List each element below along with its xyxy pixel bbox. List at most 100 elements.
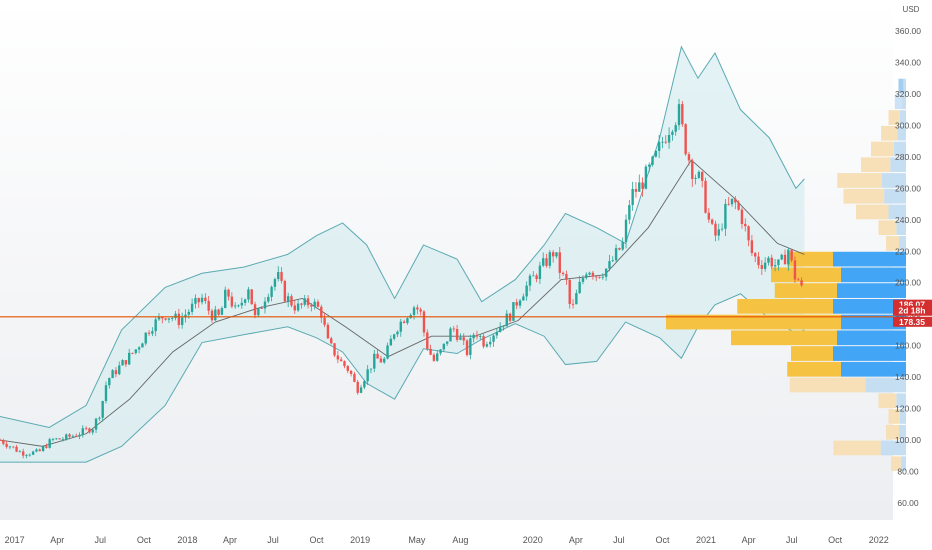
- candle-body: [575, 293, 578, 305]
- candle-body: [28, 454, 32, 456]
- candle-body: [760, 265, 764, 269]
- volume-profile-bar: [787, 361, 841, 377]
- volume-profile-bar-blue: [893, 141, 906, 157]
- volume-profile-bar: [888, 110, 900, 125]
- candle-body: [525, 285, 528, 297]
- candle-body: [320, 306, 323, 318]
- candle-body: [780, 254, 783, 260]
- time-axis-tick: Apr: [223, 535, 237, 545]
- candle-body: [495, 332, 499, 336]
- candle-body: [754, 253, 757, 257]
- volume-profile-bar: [886, 424, 899, 440]
- candle-body: [598, 276, 601, 278]
- candle-body: [293, 305, 296, 311]
- candle-body: [306, 298, 310, 306]
- candle-body: [787, 249, 790, 265]
- candle-body: [419, 309, 422, 312]
- candle-body: [522, 296, 525, 301]
- candle-body: [91, 429, 94, 433]
- candle-body: [0, 440, 2, 441]
- candle-body: [542, 258, 545, 266]
- candle-body: [336, 355, 340, 360]
- time-axis-tick: Aug: [452, 535, 468, 545]
- price-tag-box: [893, 305, 932, 316]
- volume-profile-bar: [861, 157, 891, 173]
- candle-body: [439, 349, 442, 354]
- candle-body: [353, 373, 356, 382]
- candle-body: [250, 289, 253, 305]
- candle-body: [770, 257, 773, 267]
- candle-body: [677, 104, 681, 126]
- bollinger-upper-line: [0, 45, 805, 429]
- candle-body: [18, 451, 22, 453]
- candle-body: [200, 297, 204, 303]
- candle-body: [714, 223, 717, 236]
- candle-body: [204, 297, 207, 301]
- candle-body: [316, 301, 320, 307]
- price-axis-tick: 320.00: [895, 89, 921, 99]
- volume-profile-bar: [856, 204, 889, 220]
- volume-profile-bar: [894, 94, 903, 110]
- candle-body: [469, 338, 472, 355]
- candle-body: [694, 177, 697, 179]
- volume-profile-bar-blue: [896, 220, 906, 236]
- price-axis-tick: 280.00: [895, 152, 921, 162]
- candle-body: [773, 265, 777, 267]
- volume-profile-bar: [837, 173, 882, 188]
- candle-body: [31, 451, 35, 455]
- candle-body: [104, 385, 108, 402]
- candle-body: [310, 305, 313, 307]
- candle-body: [5, 443, 8, 447]
- candle-body: [436, 353, 439, 361]
- candle-body: [634, 189, 638, 192]
- time-axis-tick: Jul: [613, 535, 625, 545]
- volume-profile-bar: [731, 330, 837, 346]
- volume-profile-bar: [787, 251, 833, 267]
- volume-profile-bar-blue: [841, 361, 906, 377]
- candle-body: [426, 332, 429, 349]
- volume-profile-bar: [881, 125, 898, 141]
- candle-body: [545, 258, 548, 266]
- candle-body: [482, 336, 485, 347]
- price-axis-tick: 60.00: [897, 498, 919, 508]
- candle-body: [392, 334, 396, 339]
- time-axis-tick: Apr: [569, 535, 583, 545]
- price-axis-tick: 200.00: [895, 278, 921, 288]
- candle-body: [389, 338, 393, 346]
- candle-body: [369, 368, 373, 370]
- candle-body: [180, 317, 184, 325]
- candle-body: [687, 154, 691, 161]
- candle-body: [465, 340, 469, 355]
- volume-profile-bar: [891, 456, 901, 472]
- candle-body: [757, 256, 760, 266]
- time-axis-tick: Apr: [742, 535, 756, 545]
- price-axis-tick: 240.00: [895, 215, 921, 225]
- volume-profile-bar: [843, 188, 885, 204]
- candle-body: [366, 369, 369, 382]
- candle-body: [207, 300, 210, 311]
- volume-profile-bar-blue: [833, 298, 906, 314]
- candle-body: [548, 252, 552, 266]
- candle-body: [793, 260, 797, 280]
- candle-body: [432, 354, 436, 361]
- volume-profile: [666, 78, 906, 472]
- candle-body: [184, 314, 187, 318]
- candle-body: [263, 301, 267, 309]
- time-axis[interactable]: 2017 Apr Jul Oct 2018 Apr Jul Oct 2019 May Aug 2020…: [5, 535, 889, 545]
- candle-body: [684, 124, 687, 155]
- candle-body: [515, 302, 518, 306]
- candle-body: [217, 309, 220, 315]
- candle-body: [720, 228, 724, 230]
- candle-body: [585, 274, 588, 279]
- volume-profile-bar-blue: [837, 330, 906, 346]
- candle-body: [747, 226, 750, 241]
- candle-body: [257, 308, 260, 316]
- candle-body: [459, 337, 462, 340]
- candle-body: [631, 189, 634, 206]
- candle-body: [144, 332, 147, 344]
- volume-profile-bar: [878, 393, 897, 409]
- candle-body: [260, 308, 263, 310]
- candle-body: [644, 166, 648, 189]
- candle-body: [171, 318, 174, 319]
